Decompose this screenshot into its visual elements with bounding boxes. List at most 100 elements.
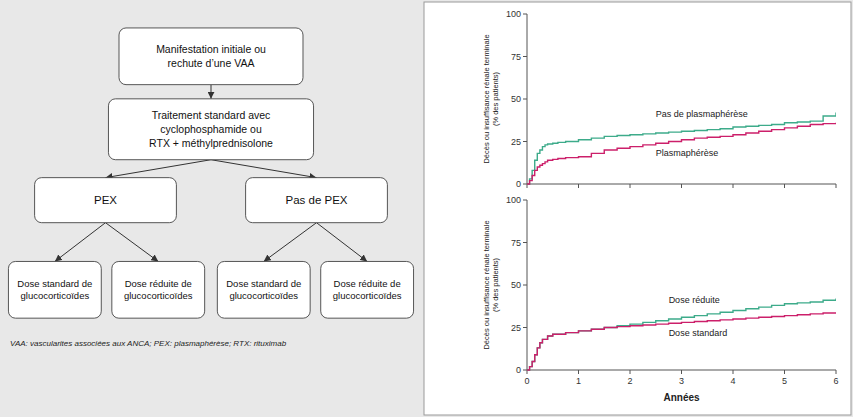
flow-box-text-line: glucocorticoïdes (124, 290, 193, 301)
flow-arrow (211, 160, 317, 178)
series-label: Dose réduite (669, 295, 720, 305)
series-group (527, 113, 836, 184)
y-tick (523, 200, 527, 201)
flowchart: Manifestation initiale ou rechute d’une V… (8, 28, 413, 348)
flow-box-text-line: Dose réduite de (334, 278, 401, 289)
x-tick (784, 370, 785, 374)
y-axis-label-line: Décès ou insuffisance rénale terminale (482, 34, 491, 163)
y-tick (523, 327, 527, 328)
y-tick (523, 184, 527, 185)
flow-arrow (106, 223, 159, 262)
y-tick-label: 75 (511, 52, 521, 62)
y-tick-label: 100 (506, 195, 521, 205)
flow-box (217, 261, 310, 318)
flow-box-text-line: Dose standard de (226, 278, 301, 289)
flow-arrow (317, 223, 368, 262)
y-tick (523, 141, 527, 142)
series-line (527, 299, 836, 370)
x-tick (836, 184, 837, 188)
y-tick-label: 50 (511, 280, 521, 290)
series-line (527, 123, 836, 184)
flow-box-text: PEX (94, 194, 117, 206)
flow-box (108, 99, 313, 160)
flow-box (119, 28, 303, 85)
flow-box-text-line: RTX + méthylprednisolone (149, 137, 273, 149)
y-tick (523, 56, 527, 57)
x-tick-label: 6 (833, 376, 838, 386)
flow-box-text-line: Dose standard de (17, 278, 92, 289)
flow-box-text: Dose standard deglucocorticoïdes (17, 278, 92, 301)
flow-box-text-line: cyclophosphamide ou (160, 123, 262, 135)
x-tick (733, 370, 734, 374)
right-panel (424, 2, 851, 415)
y-tick-label: 75 (511, 238, 521, 248)
flow-box-text-line: Dose réduite de (125, 278, 192, 289)
flowchart-arrows (55, 85, 367, 262)
flow-box-text-line: Traitement standard avec (152, 109, 271, 121)
x-tick (578, 184, 579, 188)
y-tick (523, 99, 527, 100)
x-tick (578, 370, 579, 374)
figure: Manifestation initiale ou rechute d’une V… (0, 0, 853, 417)
y-tick-label: 0 (516, 365, 521, 375)
flow-box-text-line: PEX (94, 194, 117, 206)
flow-box (246, 178, 388, 223)
x-tick (784, 184, 785, 188)
x-tick-label: 5 (782, 376, 787, 386)
footnote: VAA: vascularites associées aux ANCA; PE… (10, 339, 287, 348)
flow-box-text: Dose réduite deglucocorticoïdes (333, 278, 402, 301)
y-tick-label: 0 (516, 179, 521, 189)
y-tick (523, 285, 527, 286)
y-tick-label: 100 (506, 9, 521, 19)
series-line (527, 312, 836, 370)
series-group (527, 299, 836, 370)
flow-box-text-line: Pas de PEX (285, 194, 347, 206)
series-label: Plasmaphérèse (656, 148, 719, 158)
flow-box-text: Pas de PEX (285, 194, 347, 206)
flow-box-text-line: glucocorticoïdes (333, 290, 402, 301)
series-line (527, 113, 836, 184)
y-axis-label: Décès ou insuffisance rénale terminale(%… (482, 34, 500, 163)
plot: 02550751000123456Décès ou insuffisance r… (482, 195, 839, 403)
flow-box-text: Traitement standard avec cyclophosphamide… (149, 109, 273, 148)
y-tick (523, 14, 527, 15)
flow-box-text: Manifestation initiale ou rechute d’une V… (156, 43, 266, 69)
y-axis-label-line: Décès ou insuffisance rénale terminale (482, 220, 491, 349)
series-label: Pas de plasmaphérèse (656, 109, 748, 119)
x-tick (733, 184, 734, 188)
x-tick-label: 4 (730, 376, 735, 386)
y-tick-label: 25 (511, 323, 521, 333)
x-tick (681, 370, 682, 374)
flow-box-text-line: glucocorticoïdes (21, 290, 90, 301)
flow-box-text: Dose réduite deglucocorticoïdes (124, 278, 193, 301)
flow-arrow (55, 223, 106, 262)
series-label: Dose standard (669, 328, 728, 338)
x-tick (681, 184, 682, 188)
x-tick (630, 184, 631, 188)
x-tick (836, 370, 837, 374)
x-tick-label: 0 (524, 376, 529, 386)
flow-arrow (264, 223, 317, 262)
flow-box (35, 178, 177, 223)
x-tick (630, 370, 631, 374)
flow-box (8, 261, 101, 318)
plot: 0 25 50 75 100 Décès ou insuffisance rénale t… (482, 9, 836, 189)
flow-box (112, 261, 205, 318)
y-tick-label: 50 (511, 94, 521, 104)
x-axis-label: Années (663, 392, 700, 403)
x-tick-label: 3 (679, 376, 684, 386)
y-tick-label: 25 (511, 137, 521, 147)
x-tick-label: 2 (627, 376, 632, 386)
y-tick (523, 370, 527, 371)
flow-arrow (211, 85, 212, 99)
y-axis-label-line: (% des patients) (491, 71, 500, 126)
y-tick (523, 242, 527, 243)
flow-box-text-line: glucocorticoïdes (229, 290, 298, 301)
flow-box-text: Dose standard deglucocorticoïdes (226, 278, 301, 301)
flow-arrow (106, 160, 212, 178)
y-axis-label-line: (% des patients) (491, 257, 500, 312)
flow-box-text-line: rechute d’une VAA (168, 57, 255, 69)
flow-box (321, 261, 414, 318)
y-axis-label: Décès ou insuffisance rénale terminale(%… (482, 220, 500, 349)
flow-box-text-line: Manifestation initiale ou (156, 43, 266, 55)
